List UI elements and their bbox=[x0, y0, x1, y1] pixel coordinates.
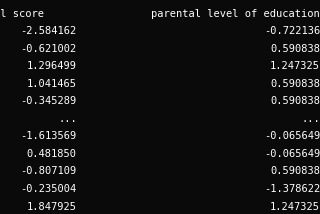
Text: 0.590838: 0.590838 bbox=[270, 166, 320, 177]
Text: -0.065649: -0.065649 bbox=[264, 131, 320, 141]
Text: 1.296499: 1.296499 bbox=[27, 61, 77, 71]
Text: ...: ... bbox=[301, 114, 320, 124]
Text: 1.847925: 1.847925 bbox=[27, 202, 77, 212]
Text: -1.378622: -1.378622 bbox=[264, 184, 320, 194]
Text: 1.041465: 1.041465 bbox=[27, 79, 77, 89]
Text: al score: al score bbox=[0, 9, 44, 19]
Text: 1.247325: 1.247325 bbox=[270, 61, 320, 71]
Text: -0.621002: -0.621002 bbox=[20, 44, 77, 54]
Text: -0.065649: -0.065649 bbox=[264, 149, 320, 159]
Text: -1.613569: -1.613569 bbox=[20, 131, 77, 141]
Text: -0.807109: -0.807109 bbox=[20, 166, 77, 177]
Text: -0.345289: -0.345289 bbox=[20, 96, 77, 106]
Text: -2.584162: -2.584162 bbox=[20, 26, 77, 36]
Text: ...: ... bbox=[58, 114, 77, 124]
Text: 0.590838: 0.590838 bbox=[270, 96, 320, 106]
Text: 0.481850: 0.481850 bbox=[27, 149, 77, 159]
Text: -0.722136: -0.722136 bbox=[264, 26, 320, 36]
Text: -0.235004: -0.235004 bbox=[20, 184, 77, 194]
Text: 0.590838: 0.590838 bbox=[270, 79, 320, 89]
Text: 1.247325: 1.247325 bbox=[270, 202, 320, 212]
Text: 0.590838: 0.590838 bbox=[270, 44, 320, 54]
Text: parental level of education: parental level of education bbox=[151, 9, 320, 19]
